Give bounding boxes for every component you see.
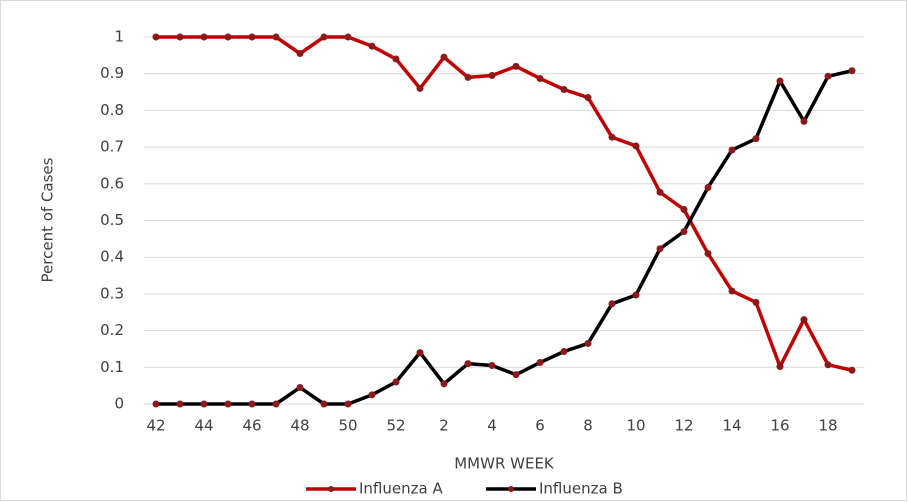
x-tick-label: 10: [626, 417, 645, 435]
point-marker: [272, 400, 280, 408]
point-marker: [488, 72, 496, 80]
point-marker: [800, 117, 808, 125]
x-tick-label: 18: [818, 417, 837, 435]
y-tick-label: 1: [114, 28, 124, 46]
point-marker: [728, 146, 736, 154]
legend-label: Influenza B: [539, 480, 623, 498]
point-marker: [704, 250, 712, 258]
point-marker: [560, 85, 568, 93]
point-marker: [848, 67, 856, 75]
x-tick-label: 14: [722, 417, 741, 435]
series-line: [156, 69, 853, 406]
point-marker: [440, 380, 448, 388]
point-marker: [584, 339, 592, 347]
point-marker: [296, 383, 304, 391]
point-marker: [368, 42, 376, 50]
point-marker: [728, 287, 736, 295]
x-tick-label: 6: [535, 417, 545, 435]
point-marker: [416, 349, 424, 357]
point-marker: [416, 84, 424, 92]
point-marker: [776, 363, 784, 371]
x-tick-label: 42: [146, 417, 165, 435]
x-tick-label: 2: [439, 417, 449, 435]
y-tick-label: 0.3: [100, 284, 124, 302]
point-marker: [752, 298, 760, 306]
y-tick-label: 0.1: [100, 358, 124, 376]
point-marker: [344, 33, 352, 41]
y-tick-label: 0.6: [100, 174, 124, 192]
y-tick-label: 0.8: [100, 101, 124, 119]
point-marker: [320, 33, 328, 41]
point-marker: [368, 391, 376, 399]
point-marker: [824, 72, 832, 80]
point-marker: [248, 400, 256, 408]
point-marker: [584, 94, 592, 102]
point-marker: [392, 378, 400, 386]
point-marker: [800, 316, 808, 324]
x-tick-label: 50: [338, 417, 357, 435]
y-axis-label: Percent of Cases: [39, 157, 57, 282]
point-marker: [392, 55, 400, 63]
point-marker: [512, 62, 520, 70]
x-tick-label: 44: [194, 417, 213, 435]
x-tick-label: 16: [770, 417, 789, 435]
x-tick-label: 8: [583, 417, 593, 435]
point-marker: [656, 188, 664, 196]
x-tick-label: 52: [386, 417, 405, 435]
point-marker: [440, 53, 448, 61]
point-marker: [296, 50, 304, 58]
legend-marker: [508, 486, 514, 492]
point-marker: [248, 33, 256, 41]
point-marker: [200, 33, 208, 41]
point-marker: [632, 142, 640, 150]
point-marker: [824, 361, 832, 369]
y-tick-label: 0: [114, 395, 124, 413]
point-marker: [608, 133, 616, 141]
x-tick-label: 12: [674, 417, 693, 435]
point-marker: [752, 135, 760, 143]
point-marker: [320, 400, 328, 408]
point-marker: [152, 400, 160, 408]
point-marker: [200, 400, 208, 408]
point-marker: [704, 183, 712, 191]
point-marker: [464, 360, 472, 368]
series-line: [156, 35, 853, 372]
point-marker: [512, 371, 520, 379]
point-marker: [656, 245, 664, 253]
point-marker: [152, 33, 160, 41]
point-marker: [176, 400, 184, 408]
x-tick-label: 46: [242, 417, 261, 435]
y-tick-label: 0.9: [100, 64, 124, 82]
y-tick-label: 0.4: [100, 248, 124, 266]
point-marker: [344, 400, 352, 408]
point-marker: [560, 348, 568, 356]
point-marker: [632, 291, 640, 299]
point-marker: [488, 361, 496, 369]
x-axis-label: MMWR WEEK: [454, 455, 555, 473]
point-marker: [176, 33, 184, 41]
x-tick-label: 48: [290, 417, 309, 435]
point-marker: [776, 77, 784, 85]
y-tick-label: 0.2: [100, 321, 124, 339]
point-marker: [224, 400, 232, 408]
legend-label: Influenza A: [359, 480, 443, 498]
point-marker: [680, 205, 688, 213]
point-marker: [464, 73, 472, 81]
point-marker: [680, 228, 688, 236]
legend-marker: [328, 486, 334, 492]
x-tick-label: 4: [487, 417, 497, 435]
point-marker: [536, 74, 544, 82]
point-marker: [536, 359, 544, 367]
point-marker: [608, 300, 616, 308]
y-tick-label: 0.7: [100, 138, 124, 156]
point-marker: [848, 366, 856, 374]
point-marker: [272, 33, 280, 41]
point-marker: [224, 33, 232, 41]
y-tick-label: 0.5: [100, 211, 124, 229]
